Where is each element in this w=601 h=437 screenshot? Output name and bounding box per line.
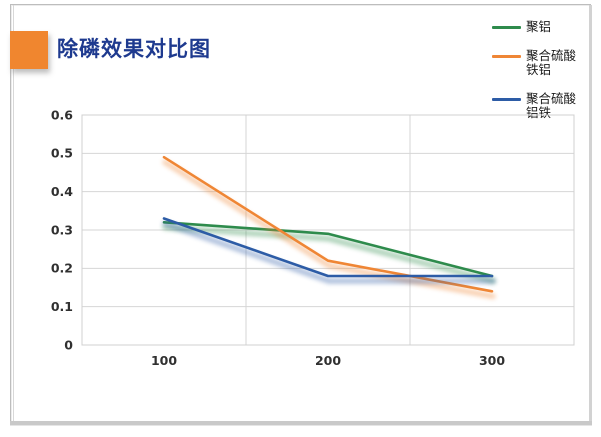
y-axis-tick-label: 0.6 <box>51 107 73 122</box>
legend-label: 聚铝 <box>526 19 552 34</box>
series-glow-0 <box>162 224 496 284</box>
gridlines <box>81 114 575 346</box>
line-chart[interactable]: 0 0.1 0.2 0.3 0.4 0.5 0.6 100 200 300 <box>25 100 585 382</box>
x-axis-tick-label: 300 <box>479 353 505 368</box>
title-accent-square <box>10 31 48 69</box>
series-glow-1 <box>162 159 496 300</box>
y-axis-tick-label: 0.4 <box>51 184 73 199</box>
legend-item: 聚铝 <box>492 20 584 34</box>
legend-item: 聚合硫酸铝铁 <box>492 92 584 120</box>
y-axis-tick-label: 0.5 <box>51 146 73 161</box>
page-title: 除磷效果对比图 <box>57 37 211 61</box>
legend-label: 聚合硫酸铝铁 <box>526 91 577 120</box>
frame-bottom-bevel <box>10 421 592 426</box>
line-chart-svg: 0 0.1 0.2 0.3 0.4 0.5 0.6 100 200 300 <box>51 107 575 368</box>
axis-labels: 0 0.1 0.2 0.3 0.4 0.5 0.6 100 200 300 <box>51 107 506 368</box>
frame-right-bevel <box>589 5 592 422</box>
x-axis-tick-label: 200 <box>315 353 341 368</box>
legend-label: 聚合硫酸铁铝 <box>526 48 577 77</box>
y-axis-tick-label: 0 <box>64 337 73 352</box>
legend-item: 聚合硫酸铁铝 <box>492 49 584 77</box>
plot-area-border <box>81 114 575 346</box>
x-axis-tick-label: 100 <box>151 353 177 368</box>
y-axis-tick-label: 0.1 <box>51 299 73 314</box>
series-glow-2 <box>162 220 496 284</box>
series-line-1 <box>162 155 494 293</box>
series-lines <box>162 155 496 300</box>
y-axis-tick-label: 0.2 <box>51 261 73 276</box>
legend-line-swatch <box>492 98 521 101</box>
chart-legend: 聚铝 聚合硫酸铁铝 聚合硫酸铝铁 <box>492 20 584 120</box>
object-frame <box>10 4 591 423</box>
series-line-2 <box>162 217 494 278</box>
y-axis-tick-label: 0.3 <box>51 222 73 237</box>
frame-left-bevel <box>13 5 14 421</box>
legend-line-swatch <box>492 55 521 58</box>
series-line-0 <box>162 221 494 278</box>
legend-line-swatch <box>492 26 521 29</box>
